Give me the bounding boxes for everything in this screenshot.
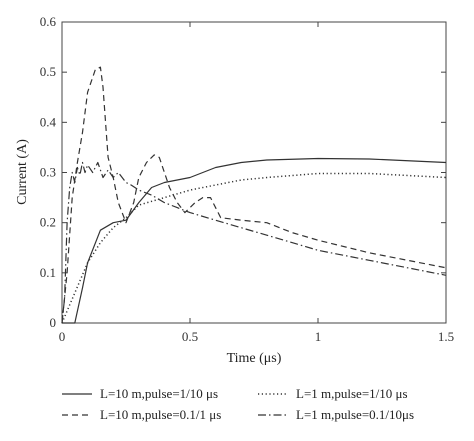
x-axis-label: Time (μs) — [227, 351, 282, 366]
x-tick-label: 1.5 — [438, 329, 454, 344]
y-tick-label: 0 — [50, 315, 57, 330]
ticks-layer: 0 0.5 1 1.5 0 0.1 0.2 0.3 0.4 0.5 0.6 — [40, 14, 454, 344]
series-line-3 — [61, 66, 447, 324]
x-tick-label: 0 — [59, 329, 66, 344]
x-tick-label: 1 — [315, 329, 322, 344]
y-tick-label: 0.6 — [40, 14, 57, 29]
series-line-2 — [61, 172, 447, 324]
legend-label: L=1 m,pulse=1/10 μs — [296, 386, 408, 401]
y-tick-label: 0.4 — [40, 114, 57, 129]
y-tick-label: 0.2 — [40, 215, 56, 230]
y-tick-label: 0.3 — [40, 165, 56, 180]
y-tick-label: 0.1 — [40, 265, 56, 280]
series-line-1 — [62, 157, 447, 324]
y-axis-label: Current (A) — [15, 139, 30, 205]
legend-label: L=10 m,pulse=0.1/1 μs — [100, 407, 221, 422]
series-layer — [61, 66, 447, 324]
plot-frame — [61, 21, 447, 324]
legend-label: L=1 m,pulse=0.1/10μs — [296, 407, 414, 422]
x-tick-label: 0.5 — [182, 329, 198, 344]
y-tick-label: 0.5 — [40, 64, 56, 79]
legend-label: L=10 m,pulse=1/10 μs — [100, 386, 218, 401]
series-line-4 — [61, 161, 447, 324]
legend: L=10 m,pulse=1/10 μs L=1 m,pulse=1/10 μs L… — [62, 386, 414, 422]
